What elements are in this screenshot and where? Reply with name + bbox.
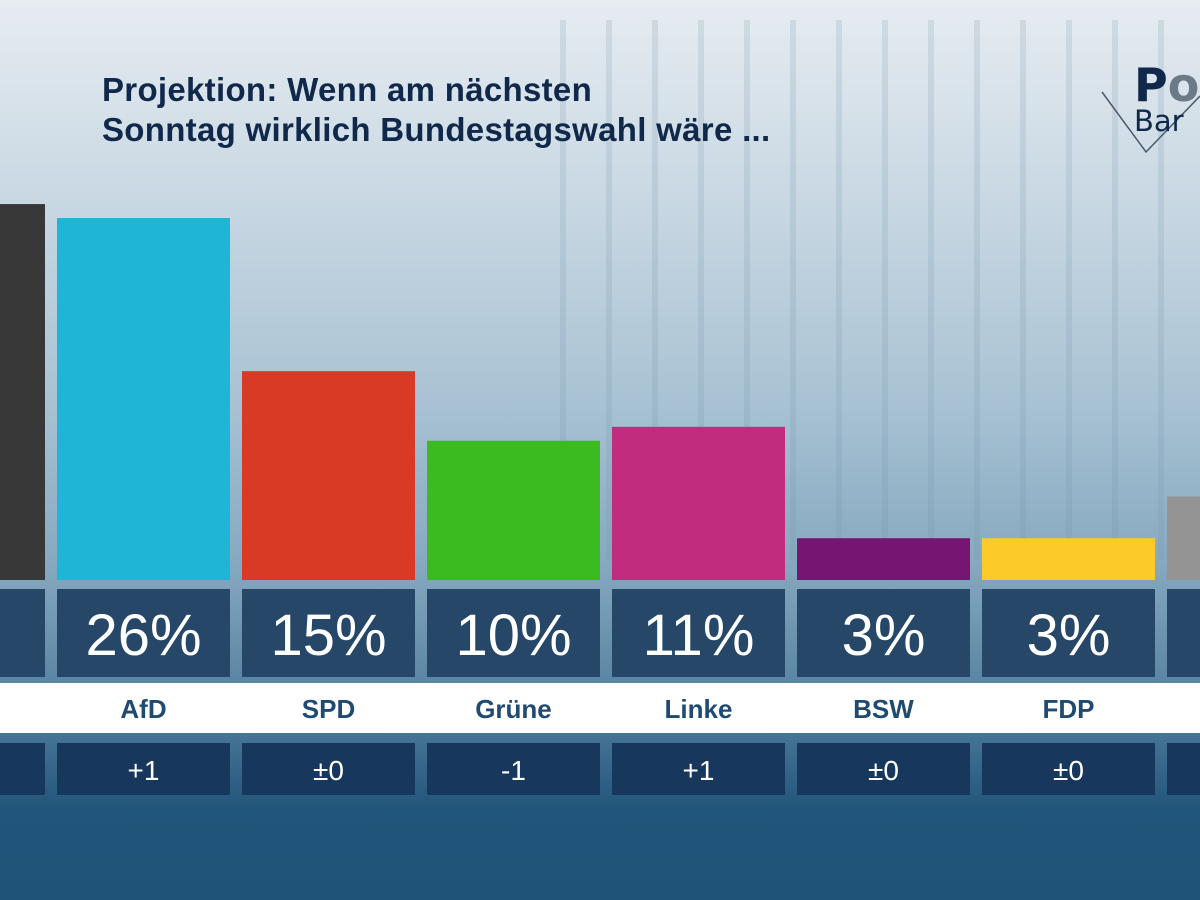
party-label-band (0, 683, 1200, 733)
bar-5 (797, 538, 970, 580)
change-label: ±0 (868, 755, 899, 786)
change-label: ±0 (313, 755, 344, 786)
change-box (797, 743, 970, 795)
value-box (612, 589, 785, 677)
change-box (1167, 743, 1200, 795)
change-box (612, 743, 785, 795)
bar-7 (1167, 496, 1200, 580)
logo-text-dark: P (1134, 58, 1168, 112)
value-box (57, 589, 230, 677)
chart-title: Projektion: Wenn am nächsten Sonntag wir… (102, 70, 770, 150)
value-box (242, 589, 415, 677)
politbarometer-logo: Po Bar (1100, 58, 1200, 158)
party-label: AfD (120, 694, 166, 724)
value-box (1167, 589, 1200, 677)
bar-3 (427, 440, 600, 580)
value-label: 11% (643, 603, 755, 668)
value-label: 15% (270, 603, 386, 668)
change-box (57, 743, 230, 795)
value-box (0, 589, 45, 677)
logo-text-gray: o (1167, 58, 1200, 112)
title-line-1: Projektion: Wenn am nächsten (102, 71, 593, 108)
change-box (427, 743, 600, 795)
party-label: BSW (853, 694, 914, 724)
party-label: Grüne (475, 694, 552, 724)
change-box (0, 743, 45, 795)
party-label: SPD (302, 694, 355, 724)
bar-6 (982, 538, 1155, 580)
change-box (242, 743, 415, 795)
change-label: -1 (501, 755, 526, 786)
value-label: 26% (85, 603, 201, 668)
title-line-2: Sonntag wirklich Bundestagswahl wäre ... (102, 111, 771, 148)
bar-2 (242, 371, 415, 580)
party-label: Linke (665, 694, 733, 724)
change-label: +1 (683, 755, 715, 786)
change-label: +1 (128, 755, 160, 786)
bar-1 (57, 218, 230, 580)
value-box (797, 589, 970, 677)
change-box (982, 743, 1155, 795)
party-label: FDP (1043, 694, 1095, 724)
bar-0 (0, 204, 45, 581)
bar-4 (612, 426, 785, 580)
change-label: ±0 (1053, 755, 1084, 786)
value-label: 3% (1027, 603, 1111, 668)
checkmark-icon (1101, 91, 1200, 154)
logo-text-line2: Bar (1134, 104, 1184, 138)
value-label: 10% (455, 603, 571, 668)
value-box (982, 589, 1155, 677)
value-label: 3% (842, 603, 926, 668)
value-box (427, 589, 600, 677)
